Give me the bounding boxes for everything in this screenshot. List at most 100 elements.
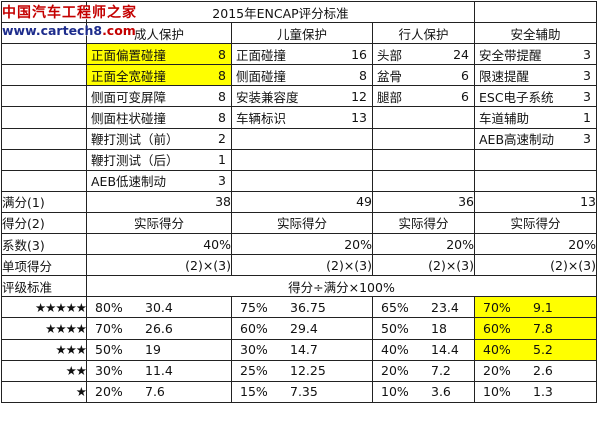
rating-pair: 20% 7.6 [88, 382, 231, 401]
watermark-url: www.cartech8.com [2, 23, 136, 38]
rating-pair: 10% 3.6 [374, 382, 474, 401]
item-name: ESC电子系统 [479, 89, 554, 105]
row-value: 38 [86, 190, 232, 213]
rating-pair: 30% 11.4 [88, 361, 231, 380]
rating-percent: 15% [240, 384, 268, 400]
row-value: 实际得分 [86, 211, 232, 235]
rating-score: 1.3 [533, 384, 553, 400]
rating-row: ★★★★★ 80% 30.4 75% 36.75 65% 23.4 70% 9.1 [1, 296, 597, 319]
item-cell-child: 安装兼容度 12 [231, 85, 373, 108]
rating-pair: 20% 7.2 [374, 361, 474, 380]
rating-cell: 10% 3.6 [372, 380, 475, 403]
item: 盆骨 6 [374, 66, 474, 85]
item-cell-safety: AEB高速制动 3 [474, 127, 597, 150]
item-value: 3 [583, 131, 591, 147]
row-coef: 系数(3) 40% 20% 20% 20% [1, 233, 597, 256]
item: 安全带提醒 3 [476, 45, 596, 64]
item: 正面碰撞 16 [233, 45, 372, 64]
item-cell-adult: 正面偏置碰撞 8 [86, 43, 232, 66]
row-label-empty [1, 148, 87, 171]
rating-pair: 30% 14.7 [233, 340, 372, 359]
rating-percent: 60% [240, 320, 268, 336]
rating-pair: 10% 1.3 [476, 382, 596, 401]
item-value: 8 [359, 67, 367, 83]
rating-pair: 65% 23.4 [374, 298, 474, 317]
items-row: AEB低速制动 3 [1, 169, 597, 192]
star-rating: ★★★★★ [1, 296, 87, 319]
item-name: 正面偏置碰撞 [91, 47, 167, 63]
star-rating: ★★★ [1, 338, 87, 361]
rating-score: 7.2 [431, 363, 451, 379]
item-cell-adult: AEB低速制动 3 [86, 169, 232, 192]
rating-percent: 40% [381, 342, 409, 358]
rating-percent: 50% [381, 320, 409, 336]
row-label: 满分(1) [1, 190, 87, 213]
rating-cell: 75% 36.75 [231, 296, 373, 319]
items-row: 侧面柱状碰撞 8 车辆标识 13 车道辅助 1 [1, 106, 597, 129]
rating-pair: 70% 9.1 [476, 298, 596, 317]
rating-pair: 70% 26.6 [88, 319, 231, 338]
rating-percent: 70% [95, 320, 123, 336]
item-name: 侧面可变屏障 [91, 89, 167, 105]
rating-percent: 30% [240, 342, 268, 358]
item: 车辆标识 13 [233, 108, 372, 127]
item-cell-safety [474, 169, 597, 192]
item: 安装兼容度 12 [233, 87, 372, 106]
rating-pair: 40% 14.4 [374, 340, 474, 359]
rating-percent: 70% [483, 299, 511, 315]
row-label: 单项得分 [1, 254, 87, 277]
table-title: 2015年ENCAP评分标准 [86, 0, 475, 24]
row-label-empty [1, 106, 87, 129]
watermark-title: 中国汽车工程师之家 [2, 5, 137, 21]
rating-pair: 25% 12.25 [233, 361, 372, 380]
rating-score: 19 [145, 342, 161, 358]
item-value: 8 [218, 88, 226, 104]
item-cell-safety: 限速提醒 3 [474, 64, 597, 87]
rating-score: 26.6 [145, 320, 173, 336]
star-rating: ★★★★ [1, 317, 87, 340]
rating-percent: 80% [95, 299, 123, 315]
item: 正面全宽碰撞 8 [88, 66, 231, 85]
item: 车道辅助 1 [476, 108, 596, 127]
rating-score: 9.1 [533, 299, 553, 315]
item-name: AEB低速制动 [91, 174, 167, 190]
items-row: 鞭打测试（前） 2 AEB高速制动 3 [1, 127, 597, 150]
row-value: 实际得分 [231, 211, 373, 235]
item-value: 8 [218, 110, 226, 126]
item-name: 车辆标识 [236, 111, 287, 127]
rating-pair: 75% 36.75 [233, 298, 372, 317]
rating-formula: 得分÷满分×100% [86, 275, 597, 298]
rating-cell: 25% 12.25 [231, 359, 373, 382]
items-row: 正面全宽碰撞 8 侧面碰撞 8 盆骨 6 限速提醒 3 [1, 64, 597, 87]
rating-cell: 70% 26.6 [86, 317, 232, 340]
rating-score: 36.75 [290, 299, 326, 315]
header-child: 儿童保护 [231, 22, 373, 45]
row-label-empty [1, 64, 87, 87]
rating-score: 14.4 [431, 342, 459, 358]
rating-score: 12.25 [290, 363, 326, 379]
item: 侧面柱状碰撞 8 [88, 108, 231, 127]
rating-cell: 70% 9.1 [474, 296, 597, 319]
rating-score: 14.7 [290, 342, 318, 358]
item: AEB低速制动 3 [88, 171, 231, 190]
item-cell-adult: 正面全宽碰撞 8 [86, 64, 232, 87]
header-adult: 成人保护 [86, 22, 232, 45]
rating-cell: 65% 23.4 [372, 296, 475, 319]
rating-score: 2.6 [533, 363, 553, 379]
item-cell-child [231, 169, 373, 192]
rating-percent: 10% [483, 384, 511, 400]
rating-percent: 20% [95, 384, 123, 400]
item-name: 正面全宽碰撞 [91, 68, 167, 84]
item-value: 3 [583, 67, 591, 83]
rating-cell: 20% 7.2 [372, 359, 475, 382]
corner-cell [1, 0, 87, 24]
row-label-empty [1, 43, 87, 66]
item-name: 侧面碰撞 [236, 68, 287, 84]
row-value: 49 [231, 190, 373, 213]
item: 鞭打测试（后） 1 [88, 150, 231, 169]
row-value: 36 [372, 190, 475, 213]
rating-percent: 20% [483, 363, 511, 379]
item-cell-safety [474, 148, 597, 171]
item-value: 3 [218, 173, 226, 189]
rating-pair: 60% 7.8 [476, 319, 596, 338]
